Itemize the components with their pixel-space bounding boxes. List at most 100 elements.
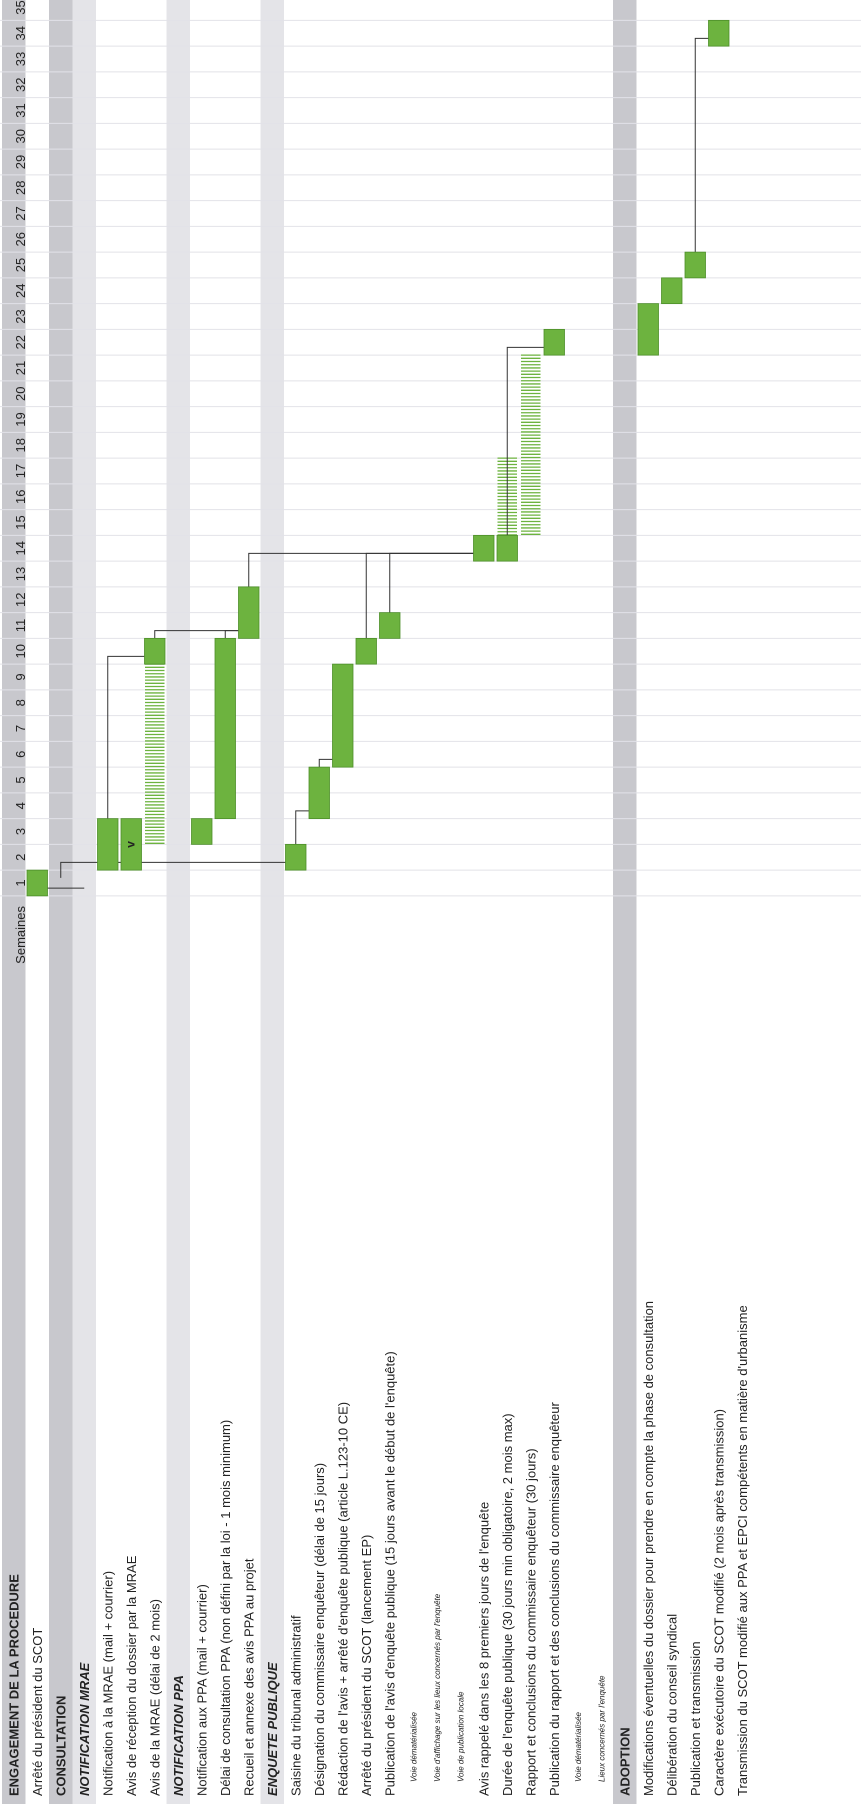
week-tick: 21 [13,361,28,375]
week-tick: 20 [13,387,28,401]
hatched-periods [145,354,541,844]
task-label: Saisine du tribunal administratif [288,1615,303,1796]
week-tick: 27 [13,206,28,220]
task-bar [308,766,330,820]
task-label: Modifications éventuelles du dossier pou… [641,1301,656,1796]
task-label: Caractère exécutoire du SCOT modifié (2 … [711,1409,726,1796]
week-tick: 10 [13,644,28,658]
week-tick: 2 [13,854,28,861]
connector-line [506,346,555,544]
task-bar [637,303,659,356]
task-bar [238,586,260,639]
task-label: Notification aux PPA (mail + courrier) [194,1584,209,1796]
week-tick: 17 [13,464,28,478]
task-bar [26,869,48,897]
week-tick: 13 [13,567,28,581]
task-bar [214,637,236,820]
task-bar [684,251,706,279]
week-tick: 18 [13,438,28,452]
task-label: Publication et transmission [688,1641,703,1796]
task-bar [332,663,354,768]
week-tick: 16 [13,490,28,504]
task-bar [120,818,142,871]
week-tick: 14 [13,541,28,555]
week-tick: 28 [13,181,28,195]
task-bar [661,277,683,305]
week-tick: 29 [13,155,28,169]
note-label: Voie d'affichage sur les lieux concernés… [433,1593,442,1782]
connector-line [60,861,296,878]
week-tick: 33 [13,52,28,66]
week-tick: 1 [13,879,28,886]
week-tick: 32 [13,78,28,92]
subsection-label: NOTIFICATION MRAE [77,1662,92,1796]
week-tick: 6 [13,751,28,758]
task-bar [355,637,377,665]
task-label: Arrêté du président du SCOT [30,1628,45,1796]
task-bars: v [26,19,730,897]
task-label: Notification à la MRAE (mail + courrier) [100,1571,115,1796]
connector-line [107,655,155,827]
week-tick: 35 [13,0,28,14]
note-label: Voie dématérialisée [574,1711,583,1782]
task-label: Rapport et conclusions du commissaire en… [523,1448,538,1796]
task-bar [97,818,119,871]
section-label: ENGAGEMENT DE LA PROCEDURE [6,1574,21,1796]
note-label: Voie de publication locale [456,1691,465,1782]
section-label: CONSULTATION [53,1696,68,1796]
week-tick: 34 [13,26,28,40]
subsection-label: ENQUETE PUBLIQUE [265,1662,280,1796]
task-bar [379,612,401,639]
task-bar [473,534,495,562]
subsection-band [260,0,284,1804]
task-label: Délai de consultation PPA (non défini pa… [218,1420,233,1796]
week-tick: 24 [13,284,28,298]
task-bar [496,534,518,562]
week-tick: 8 [13,699,28,706]
task-label: Durée de l'enquête publique (30 jours mi… [500,1413,515,1796]
task-bar [708,19,730,47]
task-label: Recueil et annexe des avis PPA au projet [241,1558,256,1796]
week-gridlines [0,19,861,897]
task-bar [285,843,307,871]
task-label: Avis rappelé dans les 8 premiers jours d… [476,1502,491,1796]
week-tick: 31 [13,103,28,117]
task-label: Délibération du conseil syndical [664,1614,679,1796]
note-label: Lieux concernés par l'enquête [597,1675,606,1782]
week-tick: 15 [13,515,28,529]
task-label: Publication du rapport et des conclusion… [547,1401,562,1796]
week-tick: 9 [13,673,28,680]
task-label: Avis de la MRAE (délai de 2 mois) [147,1599,162,1796]
task-label: Transmission du SCOT modifié aux PPA et … [735,1305,750,1796]
week-tick: 30 [13,129,28,143]
week-tick: 26 [13,232,28,246]
week-tick: 12 [13,593,28,607]
weeks-axis-label: Semaines [13,906,28,964]
week-tick: 4 [13,802,28,809]
section-label: ADOPTION [617,1727,632,1796]
connector-line [389,552,484,621]
week-tick: 5 [13,776,28,783]
week-axis: Semaines 1234567891011121314151617181920… [13,0,28,964]
week-tick: 7 [13,725,28,732]
section-band [2,0,26,1804]
section-band [49,0,73,1804]
week-tick: 11 [13,619,28,633]
row-labels: ENGAGEMENT DE LA PROCEDURE Arrêté du prés… [6,1301,750,1796]
task-label: Avis de réception du dossier par la MRAE [124,1555,139,1796]
subsection-label: NOTIFICATION PPA [171,1675,186,1796]
week-tick: 23 [13,309,28,323]
week-tick: 19 [13,412,28,426]
task-label: Publication de l'avis d'enquête publique… [382,1351,397,1796]
note-label: Voie dématérialisée [409,1711,418,1782]
week-tick: 3 [13,828,28,835]
row-bands [2,0,637,1804]
task-bar [144,637,166,665]
week-tick: 25 [13,258,28,272]
week-tick: 22 [13,335,28,349]
task-label: Rédaction de l'avis + arrêté d'enquête p… [335,1402,350,1796]
subsection-band [72,0,96,1804]
task-label: Désignation du commissaire enquêteur (dé… [312,1463,327,1796]
task-bar [191,818,213,845]
